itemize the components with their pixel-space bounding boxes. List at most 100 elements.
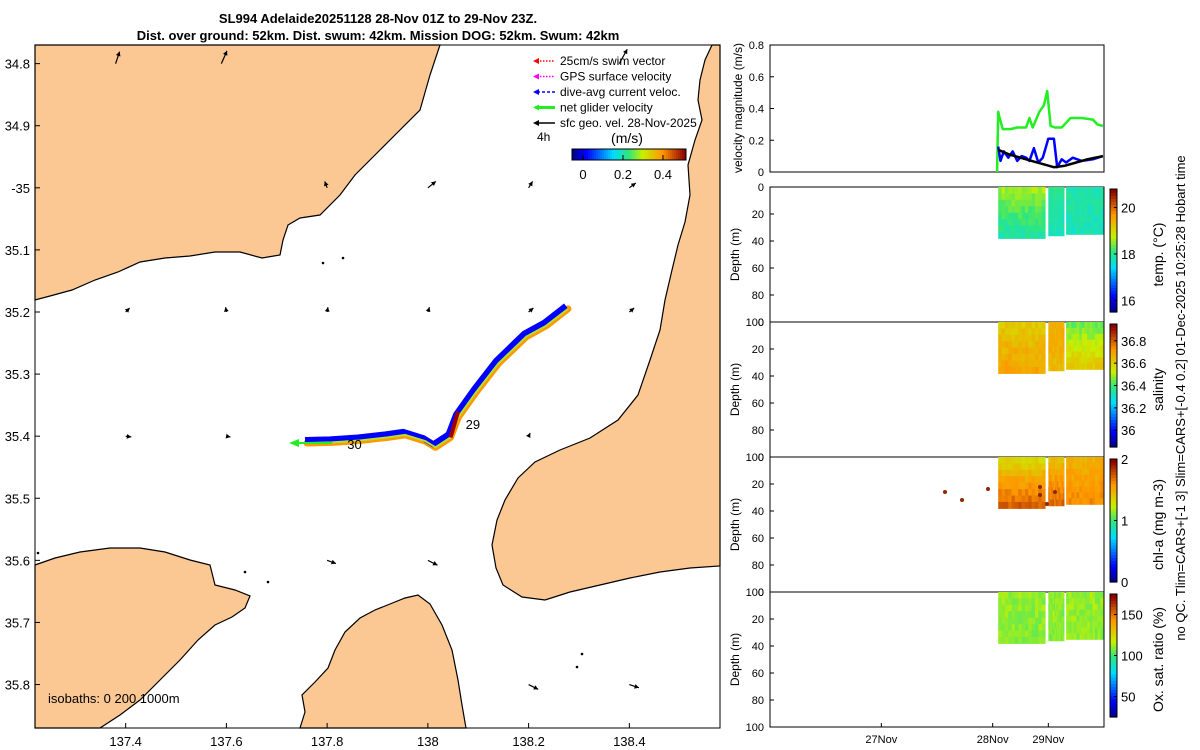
temp-data-cell [1056, 205, 1058, 212]
chla-data-cell [1076, 457, 1080, 464]
temp-data-cell [1089, 192, 1093, 200]
oxygen-data-cell [1011, 611, 1016, 619]
chla-data-cell [1061, 463, 1064, 470]
oxygen-data-cell [1059, 610, 1062, 617]
salinity-data-cell [1018, 366, 1023, 374]
salinity-data-cell [1052, 322, 1055, 329]
temp-data-cell [1011, 212, 1016, 220]
temp-data-cell [1011, 187, 1016, 194]
salinity-data-cell [1074, 363, 1078, 370]
temp-data-cell [1097, 210, 1101, 218]
oxygen-data-cell [1095, 592, 1099, 599]
temp-depth-label: Depth (m) [728, 228, 742, 281]
chla-data-cell [1074, 457, 1078, 464]
salinity-data-cell [1051, 322, 1054, 329]
map-x-tick-label: 138.4 [613, 734, 646, 749]
oxygen-data-cell [1014, 598, 1019, 606]
salinity-data-cell [1087, 322, 1091, 329]
temp-data-cell [1084, 204, 1088, 212]
temp-colorbar-cell [1110, 284, 1117, 288]
oxygen-data-cell [998, 617, 1003, 625]
oxygen-data-cell [1068, 627, 1072, 634]
map-y-tick-label: 35.4 [5, 429, 30, 444]
oxygen-data-cell [1068, 597, 1072, 605]
oxygen-data-cell [1076, 621, 1080, 628]
oxygen-colorbar-cell [1110, 655, 1117, 660]
chla-data-cell [1001, 457, 1006, 464]
temp-data-cell [1050, 187, 1053, 194]
oxygen-data-cell [1055, 634, 1057, 642]
chla-data-cell [1038, 457, 1043, 464]
temp-data-cell [1100, 187, 1104, 194]
salinity-data-cell [1084, 363, 1088, 370]
chla-data-cell [1011, 457, 1016, 464]
chla-data-cell [1068, 457, 1072, 464]
temp-data-cell [1021, 193, 1026, 201]
temp-data-cell [1028, 206, 1033, 214]
temp-data-cell [1071, 204, 1075, 212]
chla-data-cell [1084, 462, 1088, 470]
salinity-data-cell [1068, 351, 1072, 358]
salinity-data-cell [1071, 363, 1075, 370]
salinity-data-cell [1062, 340, 1065, 347]
chla-data-cell [1014, 463, 1019, 471]
salinity-data-cell [1076, 351, 1080, 358]
temp-data-cell [1062, 193, 1065, 200]
salinity-depth-tick-label: 80 [752, 425, 764, 437]
salinity-data-cell [1049, 340, 1052, 347]
oxygen-data-cell [1035, 624, 1039, 632]
temp-data-cell [1084, 228, 1088, 235]
chla-data-cell [1076, 462, 1080, 470]
salinity-data-cell [1061, 322, 1064, 329]
salinity-data-cell [1056, 328, 1058, 335]
oxygen-data-cell [1052, 598, 1055, 605]
salinity-data-cell [1100, 363, 1104, 370]
salinity-data-cell [1097, 351, 1101, 358]
oxygen-data-cell [1008, 611, 1013, 619]
colorbar-cell [640, 149, 643, 160]
oxygen-data-cell [1038, 636, 1043, 644]
colorbar-cell [602, 149, 605, 160]
chla-colorbar-cell [1110, 505, 1117, 509]
colorbar-cell [656, 149, 659, 160]
chla-data-cell [1056, 481, 1058, 488]
oxygen-data-cell [1066, 597, 1070, 605]
oxygen-data-cell [1074, 615, 1078, 623]
chla-data-cell [1058, 457, 1061, 464]
salinity-data-cell [1021, 366, 1026, 374]
chla-colorbar-cell [1110, 554, 1117, 558]
salinity-data-cell [1011, 354, 1016, 362]
chla-data-cell [1001, 463, 1006, 471]
chla-high-point [1038, 485, 1042, 489]
geo-velocity-arrowhead [528, 181, 533, 187]
velocity-ylabel: velocity magnitude (m/s) [731, 43, 745, 173]
oxygen-data-cell [1028, 617, 1033, 625]
temp-data-cell [1025, 187, 1029, 194]
salinity-data-cell [1060, 322, 1063, 329]
chla-high-point [1045, 502, 1049, 506]
temp-depth-tick-label: 60 [752, 263, 764, 275]
salinity-data-cell [1051, 358, 1054, 366]
chla-data-cell [1004, 501, 1009, 509]
oxygen-data-cell [1079, 615, 1083, 623]
oxygen-data-cell [1004, 598, 1009, 606]
chla-depth-tick-label: 100 [746, 587, 764, 599]
isobath-label: isobaths: 0 200 1000m [48, 691, 180, 706]
oxygen-data-cell [1021, 604, 1026, 612]
temp-data-cell [1008, 193, 1013, 201]
chla-data-cell [1001, 469, 1006, 477]
oxygen-data-cell [1028, 630, 1033, 638]
colorbar-cell [636, 149, 639, 160]
temp-data-cell [1058, 205, 1061, 212]
temp-data-cell [1048, 205, 1050, 212]
oxygen-data-cell [1014, 636, 1019, 644]
oxygen-data-cell [1062, 622, 1065, 630]
oxygen-colorbar-tick-label: 150 [1121, 608, 1143, 623]
map-x-tick-label: 138.2 [512, 734, 545, 749]
temp-data-cell [1021, 231, 1026, 239]
oxygen-data-cell [1050, 628, 1053, 636]
salinity-data-cell [1014, 328, 1019, 336]
temp-data-cell [1028, 212, 1033, 220]
geo-velocity-arrowhead [124, 307, 130, 313]
salinity-data-cell [1053, 352, 1056, 360]
